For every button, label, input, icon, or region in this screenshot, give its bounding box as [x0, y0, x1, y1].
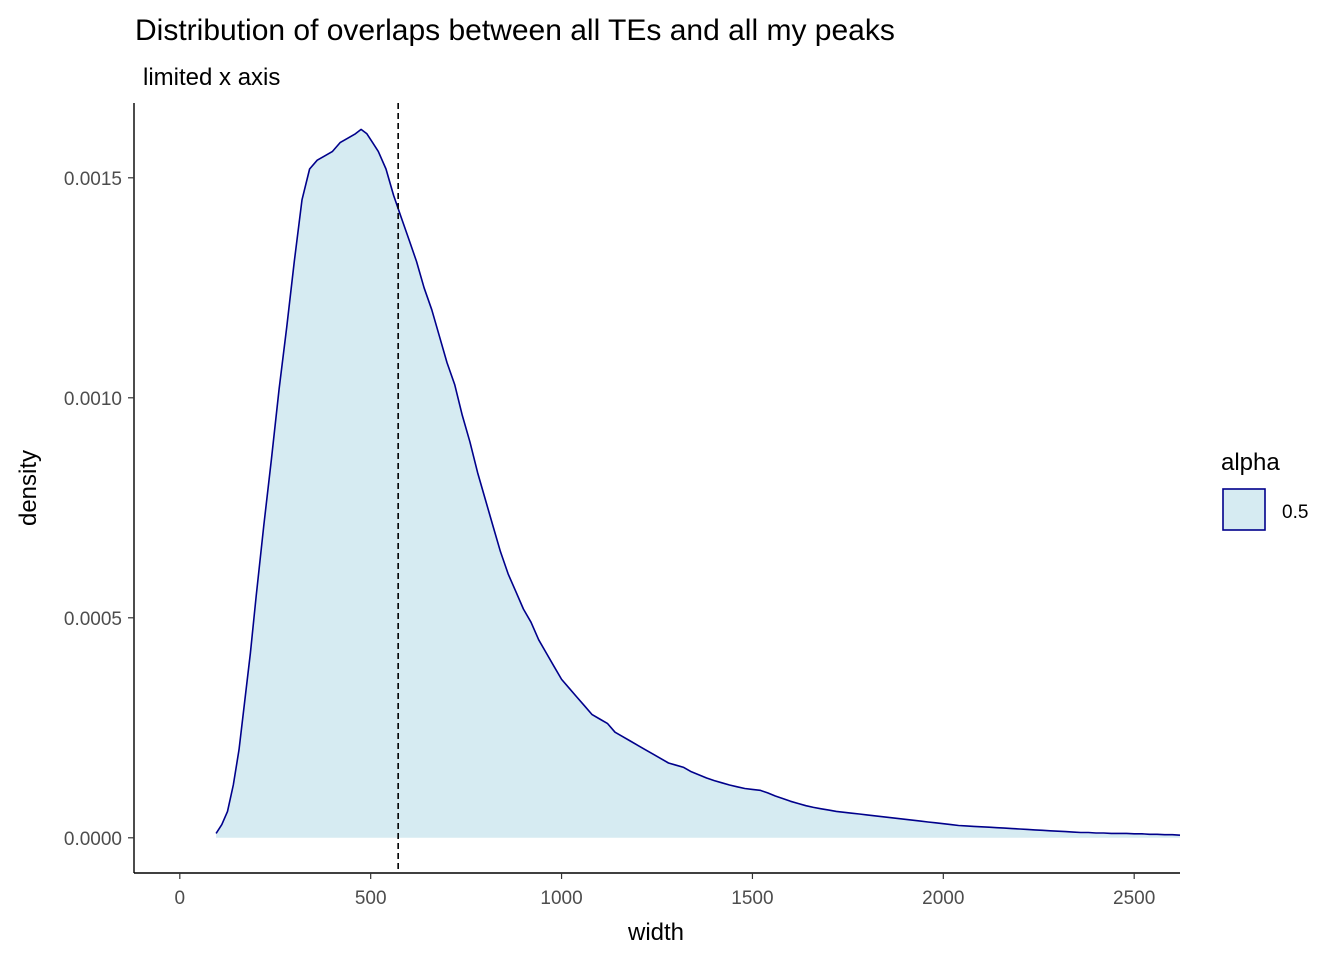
x-axis-ticks: 0 500 1000 1500 2000 2500	[175, 873, 1155, 909]
legend: alpha 0.5	[1221, 449, 1308, 531]
chart-subtitle: limited x axis	[143, 64, 280, 91]
legend-label: 0.5	[1282, 502, 1308, 523]
x-tick-label: 2000	[922, 888, 964, 909]
x-tick-label: 1500	[731, 888, 773, 909]
y-axis-ticks: 0.0000 0.0005 0.0010 0.0015	[64, 169, 134, 850]
x-tick-label: 2500	[1113, 888, 1155, 909]
y-tick-label: 0.0005	[64, 609, 122, 630]
legend-title: alpha	[1221, 449, 1280, 476]
plot-area	[215, 103, 1181, 873]
density-line	[215, 128, 1181, 836]
y-tick-label: 0.0010	[64, 389, 122, 410]
x-tick-label: 0	[175, 888, 186, 909]
x-tick-label: 500	[355, 888, 387, 909]
y-tick-label: 0.0015	[64, 169, 122, 190]
density-area	[216, 129, 1181, 838]
y-tick-label: 0.0000	[64, 829, 122, 850]
y-axis-title: density	[15, 450, 42, 526]
x-axis-title: width	[627, 919, 684, 946]
legend-key	[1222, 488, 1266, 531]
x-tick-label: 1000	[540, 888, 582, 909]
chart-title: Distribution of overlaps between all TEs…	[135, 14, 895, 47]
